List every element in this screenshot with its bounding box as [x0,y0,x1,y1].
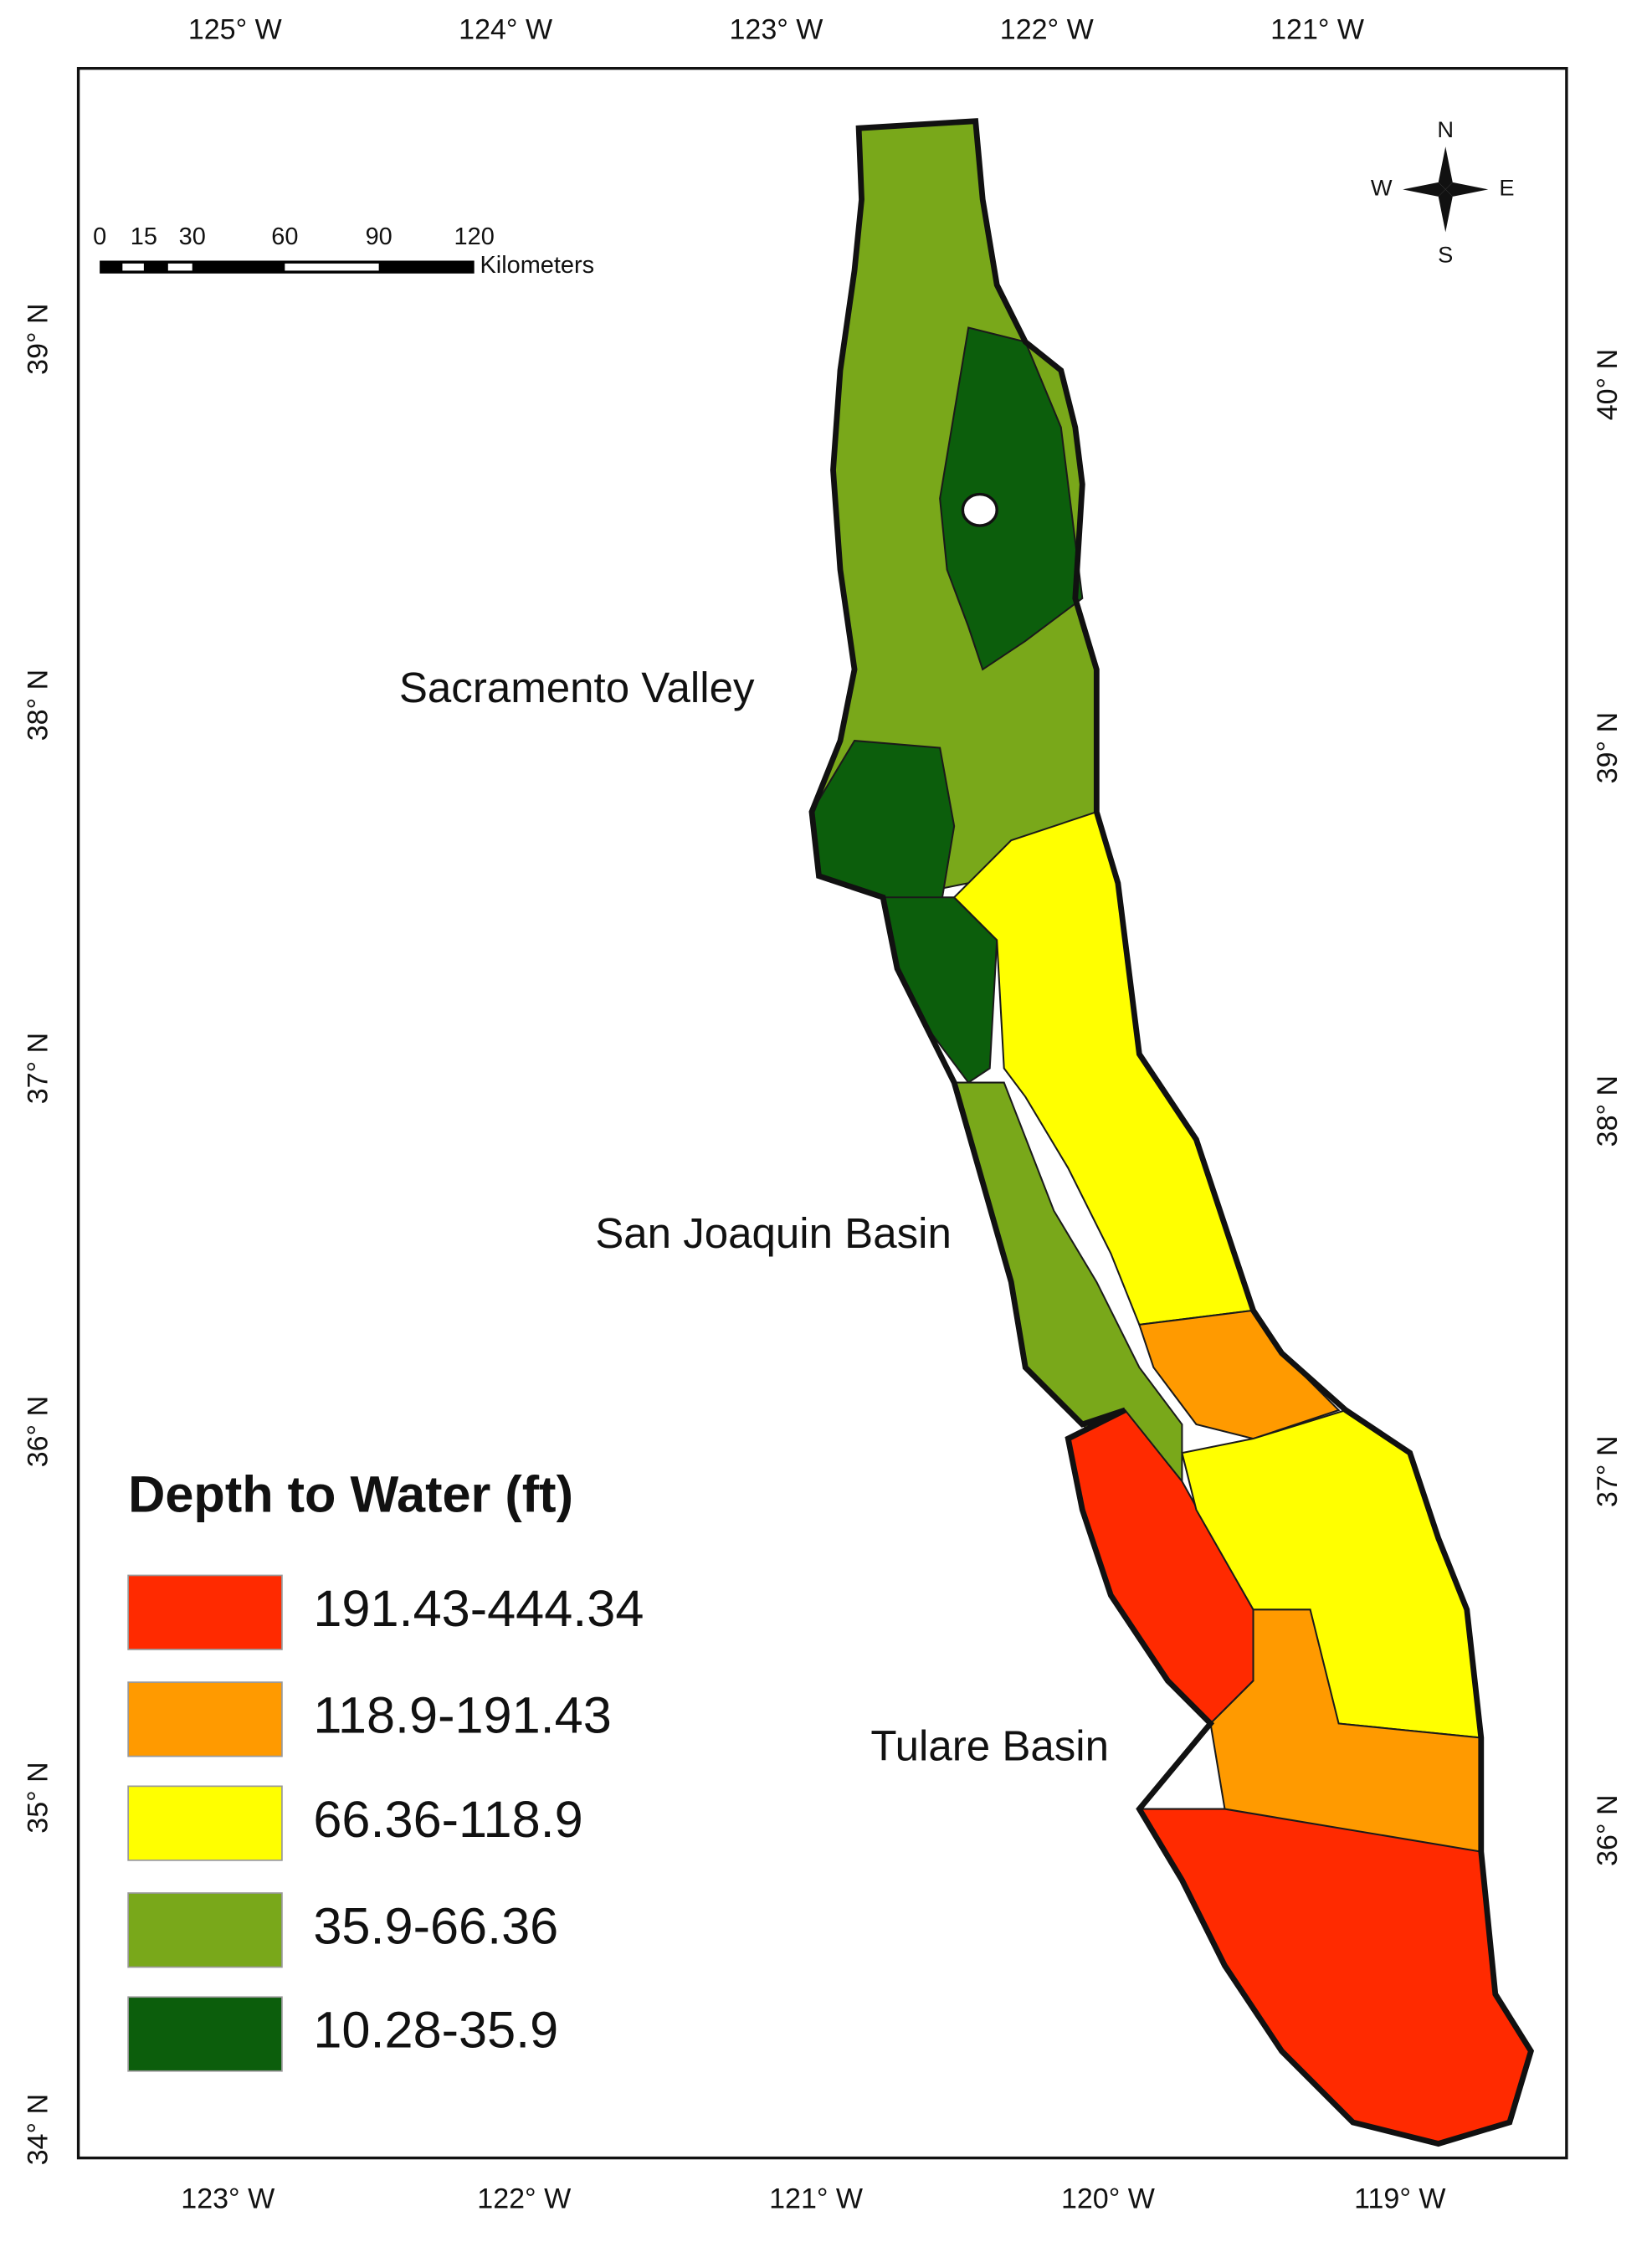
map-frame [76,66,1568,2160]
legend-label: 35.9-66.36 [313,1897,558,1954]
legend-swatch [127,1681,283,1757]
left-graticule-label: 36° N [23,1396,54,1467]
top-graticule-label: 121° W [1270,13,1364,45]
bottom-graticule-label: 121° W [769,2183,863,2215]
left-graticule-label: 38° N [23,670,54,741]
left-graticule-label: 34° N [23,2094,54,2165]
top-graticule-label: 122° W [1000,13,1094,45]
bottom-graticule-label: 122° W [477,2183,571,2215]
right-graticule-label: 37° N [1592,1435,1624,1506]
north-arrow-letter: E [1499,175,1514,201]
north-arrow-letter: N [1437,116,1454,142]
top-graticule-label: 124° W [459,13,552,45]
legend-swatch [127,1996,283,2072]
region-label: San Joaquin Basin [595,1209,952,1257]
right-graticule-label: 38° N [1592,1075,1624,1147]
right-graticule-label: 39° N [1592,712,1624,783]
scale-bar-label: 90 [366,223,392,250]
top-graticule-label: 125° W [188,13,282,45]
legend-label: 191.43-444.34 [313,1580,644,1637]
left-graticule-label: 37° N [23,1033,54,1104]
valley-regions [810,120,1532,2145]
legend-swatch [127,1574,283,1650]
bottom-graticule-label: 120° W [1061,2183,1155,2215]
bottom-graticule-label: 119° W [1354,2183,1445,2215]
left-graticule-label: 35° N [23,1762,54,1833]
north-arrow-letter: W [1371,175,1393,201]
legend-label: 66.36-118.9 [313,1791,582,1848]
scale-bar-unit: Kilometers [480,252,594,279]
right-graticule-label: 40° N [1592,349,1624,420]
right-graticule-label: 36° N [1592,1794,1624,1865]
north-arrow [1403,146,1489,233]
valley-outline [808,118,1535,2147]
scale-bar-segment [285,263,379,271]
lake-hole [961,492,998,527]
scale-bar-label: 30 [179,223,206,250]
scale-bar-segment [167,263,192,271]
scale-bar-label: 0 [93,223,106,250]
legend-title: Depth to Water (ft) [128,1466,573,1523]
scale-bar [100,260,475,274]
legend-swatch [127,1892,283,1968]
region-label: Sacramento Valley [399,664,755,711]
region-label: Tulare Basin [870,1722,1109,1770]
north-arrow-letter: S [1438,242,1453,268]
legend-label: 118.9-191.43 [313,1687,611,1744]
region-polygon [939,326,1084,671]
scale-bar-label: 60 [271,223,298,250]
scale-bar-segment [122,263,144,271]
top-graticule-label: 123° W [729,13,823,45]
left-graticule-label: 39° N [23,303,54,374]
scale-bar-label: 120 [454,223,495,250]
legend-label: 10.28-35.9 [313,2002,558,2059]
scale-bar-label: 15 [131,223,157,250]
legend-swatch [127,1785,283,1861]
bottom-graticule-label: 123° W [181,2183,274,2215]
